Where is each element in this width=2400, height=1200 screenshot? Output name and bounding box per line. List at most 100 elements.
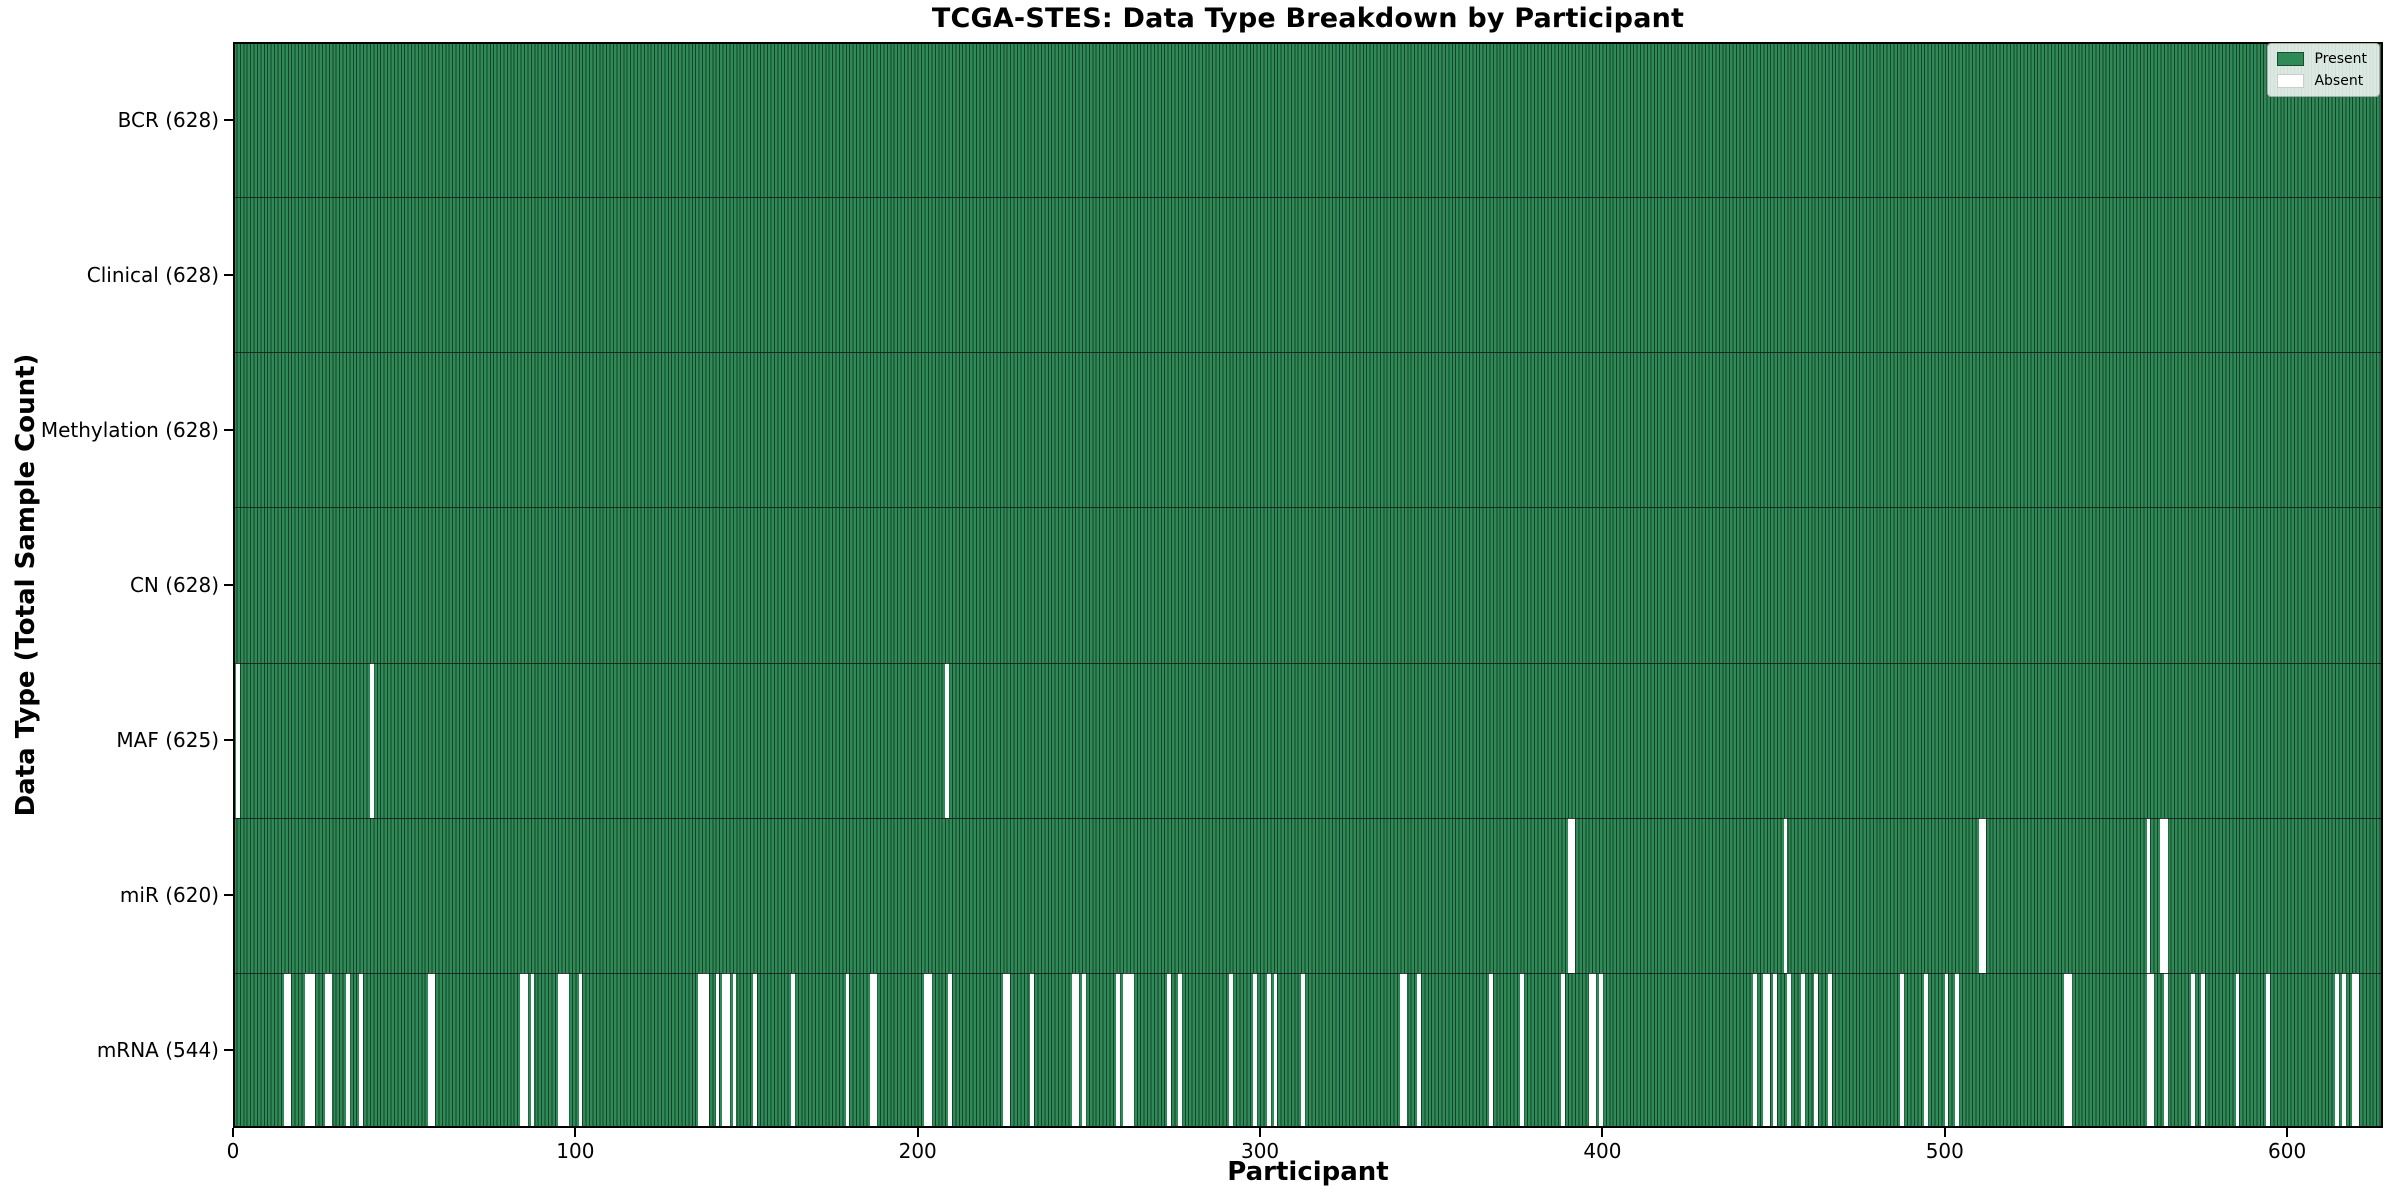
absent-stripe [2160, 817, 2165, 973]
absent-stripe [2235, 972, 2240, 1128]
row-separator [233, 972, 2383, 974]
legend: Present Absent [2267, 43, 2380, 97]
absent-stripe [1167, 972, 1172, 1128]
absent-stripe [311, 972, 316, 1128]
absent-stripe [1030, 972, 1035, 1128]
y-tick-label-MAF: MAF (625) [116, 728, 219, 753]
absent-stripe [1763, 972, 1767, 1128]
absent-stripe [869, 972, 874, 1128]
absent-stripe [1900, 972, 1904, 1128]
absent-stripe [369, 662, 374, 818]
absent-stripe [523, 972, 528, 1128]
x-tick-label-100: 100 [556, 1139, 595, 1163]
x-tick-label-400: 400 [1583, 1139, 1622, 1163]
plot-area: Present Absent [233, 42, 2383, 1128]
absent-stripe [1783, 817, 1788, 973]
absent-stripe [1814, 972, 1819, 1128]
legend-label-absent: Absent [2314, 73, 2364, 89]
x-tick-mark [232, 1128, 234, 1137]
absent-stripe [1266, 972, 1271, 1128]
absent-stripe [558, 972, 562, 1128]
present-swatch [2277, 52, 2305, 66]
absent-stripe [1006, 972, 1011, 1128]
x-tick-label-500: 500 [1925, 1139, 1964, 1163]
absent-stripe [790, 972, 795, 1128]
absent-stripe [1177, 972, 1182, 1128]
absent-stripe [1954, 972, 1959, 1128]
absent-stripe [1787, 972, 1791, 1128]
absent-stripe [1773, 972, 1778, 1128]
legend-item-present: Present [2277, 51, 2367, 67]
row-separator [233, 507, 2383, 509]
absent-stripe [1766, 972, 1771, 1128]
absent-stripe [2064, 972, 2069, 1128]
absent-stripe [1400, 972, 1405, 1128]
absent-stripe [1924, 972, 1928, 1128]
row-band-Clinical [233, 197, 2383, 353]
absent-stripe [1273, 972, 1278, 1128]
absent-stripe [2146, 972, 2151, 1128]
absent-stripe [701, 972, 706, 1128]
x-tick-mark [574, 1128, 577, 1137]
row-band-miR [233, 817, 2383, 973]
absent-stripe [2149, 972, 2154, 1128]
absent-stripe [1074, 972, 1079, 1128]
x-tick-mark [2286, 1128, 2289, 1137]
row-band-MAF [233, 662, 2383, 818]
absent-stripe [1081, 972, 1086, 1128]
y-tick-mark [224, 1049, 233, 1052]
absent-stripe [732, 972, 737, 1128]
absent-stripe [578, 972, 583, 1128]
absent-stripe [1944, 972, 1949, 1128]
x-tick-label-300: 300 [1240, 1139, 1280, 1163]
absent-stripe [236, 662, 241, 818]
absent-stripe [715, 972, 720, 1128]
chart-title: TCGA-STES: Data Type Breakdown by Partic… [931, 3, 1685, 34]
absent-stripe [304, 972, 309, 1128]
absent-stripe [944, 662, 949, 818]
absent-stripe [2201, 972, 2206, 1128]
row-band-CN [233, 507, 2383, 663]
absent-stripe [287, 972, 292, 1128]
row-separator [233, 817, 2383, 819]
absent-stripe [308, 972, 312, 1128]
absent-stripe [431, 972, 436, 1128]
absent-stripe [325, 972, 330, 1128]
row-separator [233, 197, 2383, 199]
absent-stripe [873, 972, 877, 1128]
absent-stripe [520, 972, 525, 1128]
absent-stripe [1561, 972, 1565, 1128]
absent-stripe [1800, 972, 1805, 1128]
absent-stripe [2163, 972, 2168, 1128]
absent-stripe [2334, 972, 2339, 1128]
absent-stripe [725, 972, 730, 1128]
absent-stripe [1071, 972, 1076, 1128]
y-tick-mark [224, 428, 233, 431]
absent-stripe [753, 972, 757, 1128]
y-tick-label-Methylation: Methylation (628) [40, 417, 219, 442]
y-tick-label-Clinical: Clinical (628) [86, 262, 219, 287]
absent-stripe [1300, 972, 1305, 1128]
absent-swatch [2277, 74, 2305, 88]
absent-stripe [1417, 972, 1422, 1128]
y-tick-label-CN: CN (628) [129, 573, 219, 597]
absent-stripe [1591, 972, 1596, 1128]
absent-stripe [2191, 972, 2195, 1128]
y-tick-mark [224, 584, 233, 586]
absent-stripe [1122, 972, 1127, 1128]
absent-stripe [1752, 972, 1757, 1128]
absent-stripe [705, 972, 710, 1128]
absent-stripe [1978, 817, 1983, 973]
absent-stripe [2067, 972, 2072, 1128]
y-tick-mark [224, 273, 233, 276]
y-tick-label-BCR: BCR (628) [117, 107, 219, 132]
absent-stripe [1126, 972, 1131, 1128]
x-tick-label-200: 200 [898, 1139, 937, 1163]
absent-stripe [1116, 972, 1120, 1128]
absent-stripe [564, 972, 569, 1128]
x-tick-label-0: 0 [226, 1139, 240, 1163]
absent-stripe [2163, 817, 2168, 973]
y-tick-mark [224, 118, 233, 121]
legend-item-absent: Absent [2277, 73, 2367, 89]
